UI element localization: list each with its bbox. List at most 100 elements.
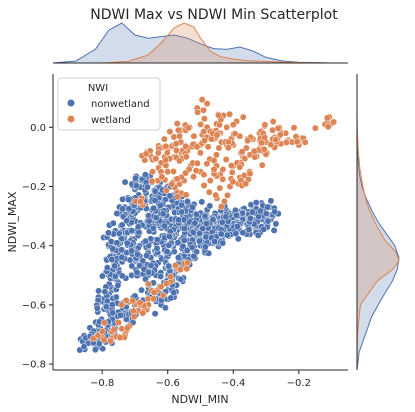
y-ticks: −0.8 −0.6 −0.4 −0.2 0.0 — [22, 123, 53, 371]
scatter-point-nonwetland — [98, 272, 106, 280]
scatter-point-wetland — [183, 265, 191, 273]
scatter-point-wetland — [176, 132, 183, 140]
scatter-point-wetland — [162, 187, 170, 195]
scatter-point-wetland — [171, 262, 179, 269]
scatter-point-nonwetland — [165, 241, 173, 249]
x-axis-label: NDWI_MIN — [171, 393, 228, 406]
right-marginal-kde — [356, 74, 400, 371]
scatter-point-wetland — [213, 131, 221, 139]
scatter-point-wetland — [242, 180, 250, 188]
scatter-point-wetland — [172, 147, 180, 154]
scatter-point-nonwetland — [264, 203, 272, 211]
scatter-point-nonwetland — [151, 310, 159, 318]
scatter-point-wetland — [203, 160, 211, 168]
scatter-point-wetland — [100, 336, 108, 344]
scatter-point-nonwetland — [124, 196, 132, 204]
scatter-point-nonwetland — [192, 210, 200, 218]
scatter-point-wetland — [205, 188, 213, 196]
scatter-point-wetland — [160, 135, 168, 143]
scatter-point-nonwetland — [151, 187, 159, 195]
scatter-point-wetland — [129, 297, 137, 305]
scatter-point-wetland — [148, 177, 156, 185]
scatter-point-wetland — [139, 309, 147, 317]
scatter-point-nonwetland — [93, 304, 101, 312]
scatter-point-wetland — [190, 132, 198, 140]
scatter-point-nonwetland — [223, 231, 231, 239]
scatter-point-wetland — [210, 165, 218, 173]
scatter-point-nonwetland — [161, 222, 169, 230]
scatter-point-nonwetland — [267, 197, 275, 205]
scatter-point-wetland — [200, 171, 208, 179]
scatter-point-wetland — [174, 193, 182, 201]
scatter-point-wetland — [198, 96, 206, 104]
scatter-point-wetland — [154, 149, 162, 157]
y-tick-label: −0.8 — [22, 360, 46, 371]
x-tick-label: −0.8 — [90, 378, 114, 389]
scatter-point-wetland — [290, 124, 298, 132]
scatter-point-nonwetland — [109, 245, 117, 253]
scatter-point-nonwetland — [103, 264, 111, 272]
scatter-point-wetland — [213, 151, 220, 159]
scatter-point-wetland — [173, 175, 181, 183]
kde-y-nonwetland — [356, 97, 400, 371]
scatter-point-wetland — [129, 307, 137, 315]
scatter-point-nonwetland — [222, 213, 230, 221]
top-marginal-kde — [52, 22, 348, 64]
scatter-point-nonwetland — [270, 226, 278, 234]
scatter-point-wetland — [204, 143, 212, 151]
scatter-point-nonwetland — [142, 237, 150, 245]
legend-box — [57, 77, 161, 131]
scatter-point-wetland — [244, 137, 252, 145]
scatter-point-wetland — [196, 149, 204, 157]
scatter-point-wetland — [115, 319, 123, 327]
scatter-point-nonwetland — [109, 309, 117, 317]
scatter-point-wetland — [100, 319, 108, 327]
x-tick-label: −0.6 — [156, 378, 180, 389]
scatter-point-nonwetland — [177, 275, 185, 283]
scatter-point-nonwetland — [165, 232, 173, 240]
scatter-point-wetland — [250, 147, 258, 155]
scatter-point-wetland — [98, 327, 106, 335]
scatter-point-wetland — [217, 203, 225, 211]
scatter-point-nonwetland — [111, 272, 119, 280]
scatter-point-nonwetland — [271, 208, 279, 216]
scatter-point-wetland — [219, 166, 227, 173]
scatter-point-nonwetland — [118, 235, 126, 243]
scatter-point-wetland — [176, 157, 183, 165]
scatter-point-wetland — [239, 113, 247, 121]
scatter-point-wetland — [200, 128, 208, 136]
scatter-point-nonwetland — [123, 239, 131, 247]
scatter-point-nonwetland — [132, 174, 139, 182]
scatter-point-wetland — [142, 150, 150, 158]
scatter-point-wetland — [159, 291, 167, 299]
scatter-point-wetland — [215, 144, 223, 152]
scatter-point-nonwetland — [113, 239, 121, 247]
scatter-point-wetland — [172, 140, 180, 148]
scatter-point-wetland — [258, 139, 266, 147]
scatter-point-nonwetland — [209, 216, 217, 224]
legend-marker-wetland — [67, 115, 75, 123]
scatter-point-wetland — [272, 136, 279, 144]
scatter-point-wetland — [184, 124, 192, 132]
scatter-point-wetland — [324, 123, 332, 131]
scatter-point-nonwetland — [156, 202, 164, 209]
scatter-point-nonwetland — [118, 253, 126, 261]
scatter-point-wetland — [116, 334, 124, 342]
scatter-point-nonwetland — [80, 343, 88, 351]
scatter-point-nonwetland — [174, 254, 182, 262]
scatter-point-nonwetland — [152, 214, 160, 222]
scatter-point-nonwetland — [202, 220, 210, 228]
y-tick-label: −0.6 — [22, 300, 46, 311]
scatter-point-wetland — [150, 289, 158, 296]
scatter-point-nonwetland — [167, 294, 175, 302]
scatter-point-nonwetland — [199, 225, 207, 233]
scatter-point-nonwetland — [112, 293, 120, 301]
scatter-point-nonwetland — [143, 183, 151, 191]
scatter-point-wetland — [137, 198, 145, 206]
scatter-point-nonwetland — [149, 224, 157, 232]
scatter-point-wetland — [193, 143, 201, 151]
scatter-point-wetland — [223, 123, 231, 131]
scatter-point-wetland — [107, 337, 114, 345]
scatter-point-wetland — [173, 120, 181, 128]
scatter-point-wetland — [170, 168, 177, 175]
